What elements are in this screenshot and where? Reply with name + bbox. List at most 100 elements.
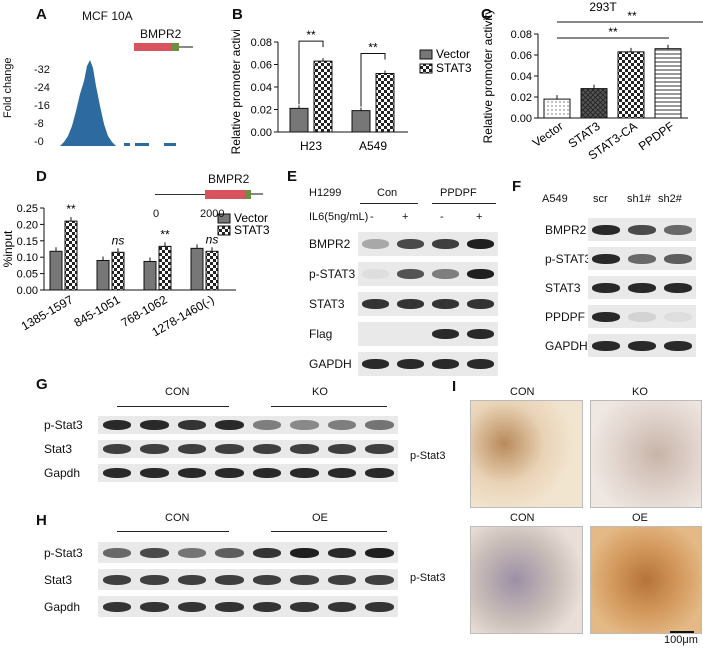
blot-band bbox=[290, 601, 319, 612]
chart-b: 0.00 0.02 0.04 0.06 0.08 Relative promoter ac… bbox=[229, 30, 472, 154]
legend-swatch bbox=[217, 213, 231, 224]
schematic-tail bbox=[251, 193, 263, 195]
blot-band bbox=[102, 574, 131, 585]
y-tick-label: 0.04 bbox=[511, 71, 532, 83]
x-tick-label: H23 bbox=[300, 139, 322, 153]
sig-stars: ** bbox=[608, 25, 618, 39]
gene-body-end bbox=[172, 43, 179, 51]
y-axis-label: Relative promoter activity bbox=[229, 30, 243, 154]
blot-band bbox=[215, 574, 244, 585]
blot-row-label: p-Stat3 bbox=[44, 418, 83, 432]
blot-band bbox=[362, 329, 389, 339]
ihc-image-con-oe bbox=[470, 526, 583, 634]
y-axis-label: Relative promoter activity bbox=[481, 9, 495, 144]
panel-a-gene-label: BMPR2 bbox=[140, 27, 182, 41]
panel-a-tick-1: -32 bbox=[34, 64, 50, 76]
blot-band bbox=[467, 299, 494, 309]
panel-g-group1: CON bbox=[165, 386, 190, 398]
blot-band bbox=[327, 420, 356, 430]
legend-label: STAT3 bbox=[436, 61, 472, 75]
blot-row-label: GAPDH bbox=[545, 338, 588, 353]
x-tick-label: 845-1051 bbox=[72, 292, 123, 330]
blot-row-label: BMPR2 bbox=[309, 237, 351, 251]
blot-band bbox=[290, 547, 319, 558]
blot-band bbox=[664, 340, 692, 351]
blot-band bbox=[467, 239, 494, 249]
panel-label-h: H bbox=[36, 512, 47, 529]
blot-band bbox=[215, 420, 244, 430]
blot-strip bbox=[98, 569, 398, 590]
blot-band bbox=[365, 574, 394, 585]
bar-1278-1460(-)-Vector bbox=[190, 247, 204, 291]
panel-label-a: A bbox=[36, 6, 47, 23]
blot-band bbox=[397, 239, 424, 249]
blot-band bbox=[628, 224, 656, 235]
blot-band bbox=[252, 574, 281, 585]
blot-band bbox=[664, 253, 692, 264]
panel-label-e: E bbox=[287, 168, 298, 185]
bar-845-1051-STAT3 bbox=[111, 251, 125, 291]
chart-title: H23 bbox=[81, 190, 103, 191]
sign-2: + bbox=[402, 211, 409, 223]
bar-A549-STAT3 bbox=[375, 73, 395, 133]
blot-row-label: BMPR2 bbox=[545, 222, 587, 237]
legend-label: STAT3 bbox=[234, 223, 270, 237]
x-tick-label: Vector bbox=[530, 119, 566, 150]
peak-area bbox=[60, 60, 116, 146]
blot-band bbox=[362, 299, 389, 309]
blot-band bbox=[177, 468, 206, 478]
blot-band bbox=[397, 299, 424, 309]
blot-row-label: Flag bbox=[309, 327, 333, 341]
panel-label-i: I bbox=[452, 378, 457, 395]
sign-4: + bbox=[476, 211, 483, 223]
schematic-gene-label: BMPR2 bbox=[208, 172, 250, 186]
blot-band bbox=[290, 468, 319, 478]
panel-label-f: F bbox=[512, 178, 522, 195]
blot-row-label: Gapdh bbox=[44, 466, 81, 480]
blot-row-label: STAT3 bbox=[545, 280, 581, 295]
legend-swatch bbox=[419, 49, 433, 60]
gene-tail-line bbox=[179, 46, 193, 48]
y-tick-label: 0.08 bbox=[511, 29, 532, 41]
y-tick-label: 0.00 bbox=[17, 285, 38, 297]
blot-band bbox=[664, 224, 692, 235]
y-tick-label: 0.02 bbox=[251, 105, 272, 117]
y-tick-label: 0.08 bbox=[251, 37, 272, 49]
chart-d: H23H230.000.050.100.150.200.25%input**13… bbox=[1, 190, 270, 339]
panel-f-lane-3: sh2# bbox=[658, 193, 682, 205]
blot-band bbox=[467, 329, 494, 339]
bar-768-1062-Vector bbox=[143, 260, 157, 291]
panel-a-ylabel: Fold change bbox=[2, 57, 14, 118]
y-tick-label: 0.25 bbox=[17, 203, 38, 215]
panel-a-tick-3: -16 bbox=[34, 100, 50, 112]
blot-band bbox=[290, 444, 319, 454]
blot-row-label: PPDPF bbox=[545, 309, 586, 324]
blot-strip bbox=[588, 305, 696, 328]
bar-H23-Vector bbox=[289, 107, 309, 133]
y-tick-label: 0.02 bbox=[511, 92, 532, 104]
blot-row-label: Stat3 bbox=[44, 572, 73, 587]
blot-row-label: STAT3 bbox=[309, 297, 345, 311]
blot-band bbox=[592, 253, 620, 264]
ihc-image-ko bbox=[590, 400, 702, 508]
panel-f-cell: A549 bbox=[542, 193, 568, 205]
significance-label: ** bbox=[66, 202, 76, 216]
panel-a-tick-5: -0 bbox=[34, 136, 44, 148]
blot-band bbox=[365, 420, 394, 430]
panel-e-cell: H1299 bbox=[309, 187, 342, 199]
x-tick-label: 1385-1597 bbox=[19, 292, 76, 333]
y-tick-label: 0.00 bbox=[251, 127, 272, 139]
blot-band bbox=[365, 547, 394, 558]
blot-band bbox=[177, 574, 206, 585]
h-group2-line bbox=[271, 531, 387, 532]
x-tick-label: A549 bbox=[359, 139, 387, 153]
y-tick-label: 0.10 bbox=[17, 252, 38, 264]
blot-band bbox=[365, 468, 394, 478]
blot-band bbox=[327, 574, 356, 585]
blot-band bbox=[664, 311, 692, 322]
significance-label: ns bbox=[206, 232, 219, 246]
scale-bar bbox=[670, 631, 694, 633]
blot-band bbox=[140, 574, 169, 585]
significance-label: ** bbox=[160, 227, 170, 241]
panel-e-treatment: IL6(5ng/mL) bbox=[309, 211, 369, 223]
